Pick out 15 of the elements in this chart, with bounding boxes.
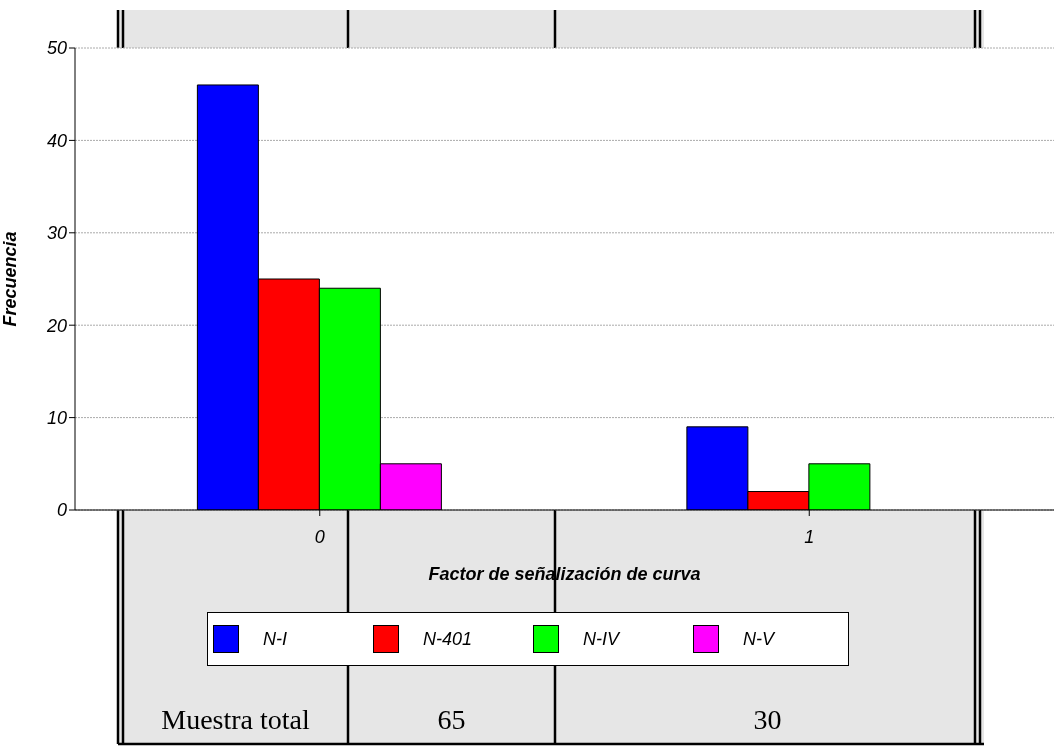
y-tick-label: 50 bbox=[46, 38, 67, 59]
legend-label: N-IV bbox=[583, 628, 619, 650]
y-tick-label: 30 bbox=[46, 223, 67, 244]
legend-label: N-401 bbox=[423, 628, 473, 650]
legend-label: N-I bbox=[263, 628, 287, 650]
text: 65 bbox=[436, 704, 467, 736]
legend-label: N-V bbox=[743, 628, 774, 650]
y-tick-label: 10 bbox=[46, 407, 67, 428]
y-axis-title: Frecuencia bbox=[0, 231, 21, 327]
text: Muestra total bbox=[160, 704, 311, 736]
x-tick-label: 1 bbox=[804, 526, 815, 547]
y-tick-label: 20 bbox=[45, 315, 67, 336]
y-tick-label: 40 bbox=[46, 130, 67, 151]
y-tick-label: 0 bbox=[56, 500, 67, 521]
text: 30 bbox=[752, 704, 783, 736]
